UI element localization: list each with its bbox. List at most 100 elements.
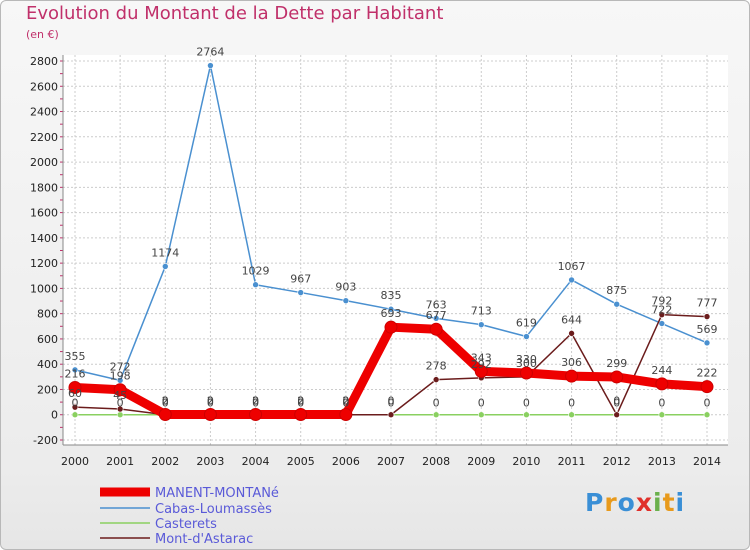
data-label: 2: [342, 394, 349, 407]
data-point: [523, 411, 530, 419]
y-tick-label: 2400: [30, 106, 58, 119]
data-point: [703, 411, 711, 419]
data-point: [161, 263, 169, 270]
y-tick-label: 2000: [30, 156, 58, 169]
data-label: 0: [388, 395, 395, 408]
data-label: 967: [290, 273, 311, 286]
data-label: 343: [471, 351, 492, 364]
data-label: 792: [651, 295, 672, 308]
data-point: [71, 366, 79, 374]
data-point: [384, 320, 398, 334]
data-label: 0: [342, 397, 349, 410]
data-label: 903: [335, 281, 356, 294]
legend-label: MANENT-MONTANé: [155, 486, 279, 501]
data-label: 222: [697, 367, 718, 380]
data-point: [523, 333, 530, 340]
data-point: [613, 411, 621, 419]
data-point: [568, 411, 575, 419]
y-tick-label: 1400: [30, 232, 58, 245]
data-point: [342, 297, 350, 304]
data-label: 677: [426, 309, 447, 322]
y-tick-label: 1800: [30, 181, 58, 194]
data-point: [568, 276, 575, 284]
data-label: 0: [704, 397, 711, 410]
data-label: 0: [613, 395, 620, 408]
data-label: 0: [297, 395, 304, 408]
x-tick-label: 2001: [106, 455, 134, 468]
x-tick-label: 2012: [603, 455, 631, 468]
data-point: [658, 411, 666, 419]
data-point: [249, 407, 263, 421]
data-label: 2: [207, 394, 214, 407]
data-label: 0: [252, 395, 259, 408]
y-tick-label: 200: [37, 383, 58, 396]
data-point: [477, 321, 485, 328]
x-tick-label: 2007: [377, 455, 405, 468]
data-point: [565, 369, 579, 383]
x-tick-label: 2009: [467, 455, 495, 468]
data-label: 0: [252, 397, 259, 410]
data-point: [387, 305, 395, 313]
y-axis-unit: (en €): [26, 28, 59, 41]
x-tick-label: 2002: [151, 455, 179, 468]
data-label: 355: [65, 350, 86, 363]
proxiti-logo: Proxiti: [585, 488, 686, 517]
data-label: 0: [162, 397, 169, 410]
data-label: 278: [426, 360, 447, 373]
data-point: [207, 62, 214, 69]
data-label: 777: [697, 297, 718, 310]
data-label: 1067: [558, 260, 586, 273]
x-tick-label: 2014: [693, 455, 721, 468]
y-tick-label: 0: [51, 409, 58, 422]
data-point: [429, 322, 443, 336]
y-tick-label: 600: [37, 333, 58, 346]
y-tick-label: 2200: [30, 131, 58, 144]
data-point: [71, 411, 79, 419]
data-label: 330: [516, 353, 537, 366]
data-point: [703, 339, 711, 347]
data-label: 0: [478, 397, 485, 410]
data-label: 0: [433, 397, 440, 410]
data-point: [474, 364, 488, 378]
data-point: [432, 411, 440, 419]
data-label: 0: [207, 397, 214, 410]
data-point: [432, 376, 440, 383]
y-tick-label: 2800: [30, 55, 58, 68]
data-point: [158, 407, 172, 421]
data-point: [252, 281, 259, 289]
data-point: [339, 407, 353, 421]
data-point: [432, 315, 440, 322]
data-point: [703, 313, 711, 320]
legend-label: Cabas-Loumassès: [155, 502, 272, 517]
data-label: 1029: [242, 265, 270, 278]
data-label: 300: [516, 357, 537, 370]
data-point: [116, 411, 124, 419]
data-point: [387, 411, 395, 419]
data-point: [568, 330, 575, 337]
data-label: 2: [162, 394, 169, 407]
data-point: [68, 380, 82, 394]
x-tick-label: 2011: [558, 455, 586, 468]
data-label: 0: [342, 395, 349, 408]
y-tick-label: -200: [33, 434, 58, 447]
data-label: 244: [651, 364, 672, 377]
x-tick-label: 2006: [332, 455, 360, 468]
y-tick-label: 1200: [30, 257, 58, 270]
data-point: [116, 405, 124, 413]
x-tick-label: 2005: [287, 455, 315, 468]
data-label: 299: [606, 357, 627, 370]
data-label: 0: [523, 397, 530, 410]
data-label: 0: [613, 397, 620, 410]
y-tick-label: 800: [37, 308, 58, 321]
data-point: [613, 300, 621, 308]
x-tick-label: 2003: [196, 455, 224, 468]
data-label: 272: [110, 360, 131, 373]
data-label: 2: [252, 394, 259, 407]
data-label: 1174: [151, 246, 179, 259]
x-tick-label: 2000: [61, 455, 89, 468]
data-label: 292: [471, 358, 492, 371]
data-label: 0: [568, 397, 575, 410]
data-label: 693: [381, 307, 402, 320]
data-label: 0: [388, 397, 395, 410]
chart-title: Evolution du Montant de la Dette par Hab…: [26, 3, 444, 24]
